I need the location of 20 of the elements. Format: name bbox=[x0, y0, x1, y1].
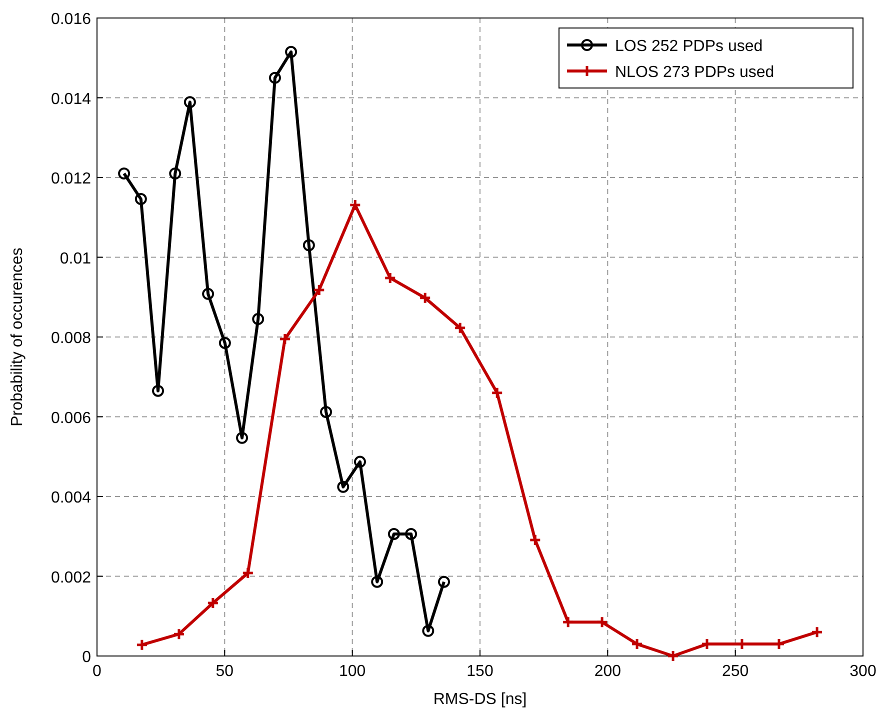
legend-label: NLOS 273 PDPs used bbox=[615, 64, 774, 81]
legend-label: LOS 252 PDPs used bbox=[615, 38, 763, 55]
y-axis-title: Probability of occurences bbox=[9, 248, 26, 426]
y-tick-label: 0.006 bbox=[50, 410, 92, 427]
y-tick-label: 0 bbox=[82, 649, 92, 666]
x-tick-label: 50 bbox=[216, 663, 234, 680]
y-tick-label: 0.008 bbox=[50, 330, 92, 347]
x-tick-label: 300 bbox=[850, 663, 876, 680]
x-tick-label: 100 bbox=[338, 663, 366, 680]
y-tick-label: 0.016 bbox=[50, 11, 92, 28]
x-tick-label: 150 bbox=[466, 663, 494, 680]
y-tick-label: 0.014 bbox=[50, 90, 92, 108]
x-tick-label: 250 bbox=[722, 663, 749, 680]
y-tick-label: 0.002 bbox=[50, 569, 92, 586]
y-tick-label: 0.01 bbox=[60, 250, 92, 268]
x-tick-label: 200 bbox=[594, 663, 622, 680]
y-tick-label: 0.012 bbox=[50, 170, 92, 188]
x-axis-title: RMS-DS [ns] bbox=[433, 691, 527, 708]
y-tick-label: 0.004 bbox=[50, 490, 92, 506]
x-tick-label: 0 bbox=[92, 663, 102, 680]
